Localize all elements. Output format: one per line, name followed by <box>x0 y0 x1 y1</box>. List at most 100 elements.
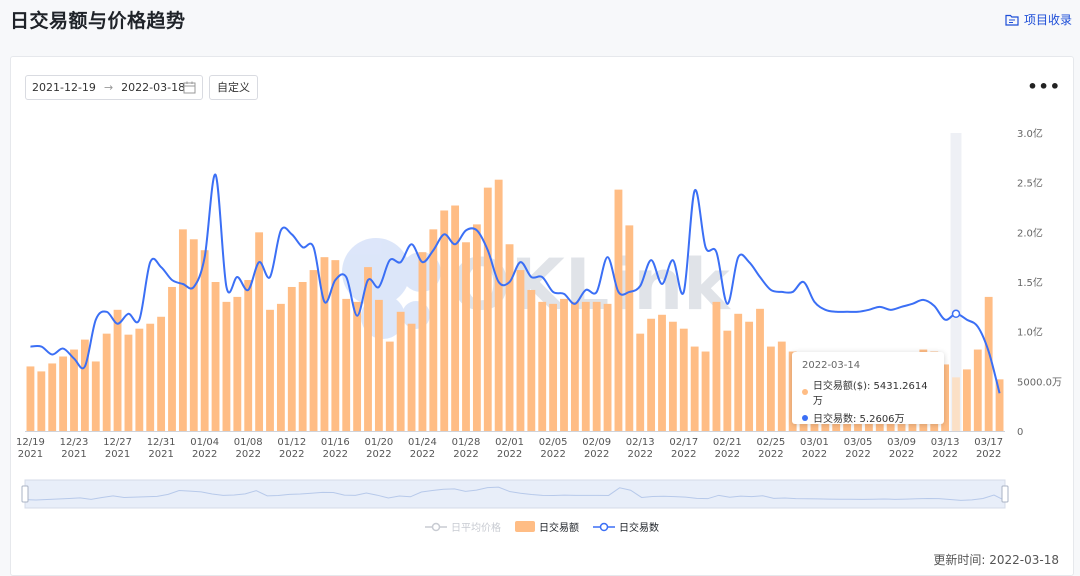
project-collect-link[interactable]: 项目收录 <box>1005 11 1072 28</box>
x-tick-label: 01/12 <box>277 437 306 448</box>
x-tick-label: 2022 <box>235 449 260 460</box>
bar <box>266 309 274 431</box>
bar <box>973 349 982 431</box>
bar <box>952 377 960 431</box>
arrow-right-icon: → <box>103 81 114 94</box>
zoom-handle-left <box>21 485 29 503</box>
bar <box>570 301 579 431</box>
y-tick-label: 2.0亿 <box>1017 226 1043 239</box>
x-tick-label: 2022 <box>627 449 652 460</box>
x-tick-label: 2022 <box>192 449 217 460</box>
zoom-handle-right <box>1001 485 1009 503</box>
tooltip-date: 2022-03-14 <box>802 360 861 371</box>
x-tick-label: 2022 <box>932 449 957 460</box>
bar <box>374 299 383 431</box>
bar <box>549 303 558 431</box>
x-tick-label: 03/17 <box>974 437 1003 448</box>
x-tick-label: 2022 <box>758 449 783 460</box>
watermark-dot <box>361 295 405 339</box>
bar <box>331 260 340 431</box>
chart-card: 2021-12-19 → 2022-03-18 自定义 ••• OKLink 0 5… <box>10 56 1074 576</box>
bar <box>157 316 166 431</box>
legend-label: 日交易数 <box>619 523 659 534</box>
bar <box>407 323 416 431</box>
x-tick-label: 2021 <box>148 449 173 460</box>
bar <box>429 229 438 431</box>
x-tick-label: 03/01 <box>800 437 829 448</box>
chart-tooltip: 2022-03-14 日交易额($): 5431.2614万 日交易数: 5.2… <box>792 352 944 425</box>
bar <box>276 303 285 431</box>
chart-legend: 日平均价格 日交易额 日交易数 <box>11 519 1073 534</box>
bar <box>734 313 743 431</box>
bar <box>168 286 176 431</box>
bar <box>592 301 601 431</box>
x-tick-label: 02/17 <box>669 437 698 448</box>
x-tick-label: 2021 <box>105 449 130 460</box>
project-collect-label: 项目收录 <box>1023 13 1072 27</box>
bar <box>603 303 612 431</box>
bar <box>723 330 732 431</box>
line-circle-icon <box>425 522 447 531</box>
watermark-text: OKLink <box>451 244 731 326</box>
more-options-icon[interactable]: ••• <box>1027 77 1061 96</box>
date-range-picker[interactable]: 2021-12-19 → 2022-03-18 <box>25 75 203 100</box>
bar <box>995 379 1004 431</box>
bar <box>962 369 971 431</box>
bar <box>146 323 155 431</box>
custom-range-button[interactable]: 自定义 <box>209 75 258 100</box>
zoom-slider-preview <box>24 486 1006 501</box>
bar <box>560 298 568 431</box>
x-tick-label: 2022 <box>671 449 696 460</box>
bar <box>766 346 775 431</box>
legend-item-amount[interactable]: 日交易额 <box>515 519 579 534</box>
x-tick-label: 2022 <box>410 449 435 460</box>
x-tick-label: 02/25 <box>756 437 785 448</box>
bar <box>516 270 525 431</box>
bar <box>309 270 318 431</box>
bar <box>135 328 144 431</box>
y-tick-label: 0 <box>1017 427 1023 438</box>
legend-item-count[interactable]: 日交易数 <box>593 519 659 534</box>
bar <box>451 205 460 431</box>
legend-item-avg-price[interactable]: 日平均价格 <box>425 519 501 534</box>
legend-label: 日交易额 <box>539 523 579 534</box>
x-tick-label: 02/09 <box>582 437 611 448</box>
y-tick-label: 3.0亿 <box>1017 127 1043 140</box>
x-tick-label: 2022 <box>889 449 914 460</box>
bar <box>48 363 57 431</box>
bar <box>113 309 122 431</box>
x-tick-label: 12/19 <box>16 437 45 448</box>
date-start[interactable]: 2021-12-19 <box>32 81 96 94</box>
bar <box>647 318 656 431</box>
bar <box>59 356 68 431</box>
y-tick-label: 2.5亿 <box>1017 177 1043 190</box>
date-end[interactable]: 2022-03-18 <box>121 81 186 94</box>
bar <box>287 286 296 431</box>
bar <box>494 179 503 431</box>
bar <box>679 328 688 431</box>
x-tick-label: 2022 <box>584 449 609 460</box>
bar <box>483 187 492 431</box>
line-circle-icon <box>593 522 615 531</box>
x-tick-label: 01/16 <box>321 437 350 448</box>
updated-time: 更新时间: 2022-03-18 <box>933 553 1059 567</box>
x-tick-label: 2022 <box>497 449 522 460</box>
bar <box>941 364 950 431</box>
bar <box>636 333 645 431</box>
bar <box>80 339 89 431</box>
bar-dot-icon <box>802 389 808 395</box>
zoom-slider-track <box>24 479 1006 509</box>
bar <box>124 334 133 431</box>
x-tick-label: 01/04 <box>190 437 219 448</box>
bar <box>581 301 590 431</box>
x-tick-label: 2022 <box>540 449 565 460</box>
bar <box>440 210 449 431</box>
bar <box>200 250 209 431</box>
y-tick-label: 1.0亿 <box>1017 326 1043 339</box>
x-tick-label: 2022 <box>279 449 304 460</box>
bar <box>211 282 220 431</box>
bar-swatch-icon <box>515 521 535 532</box>
bar <box>538 301 547 431</box>
series-line-count <box>30 173 1001 394</box>
bar <box>745 321 754 431</box>
